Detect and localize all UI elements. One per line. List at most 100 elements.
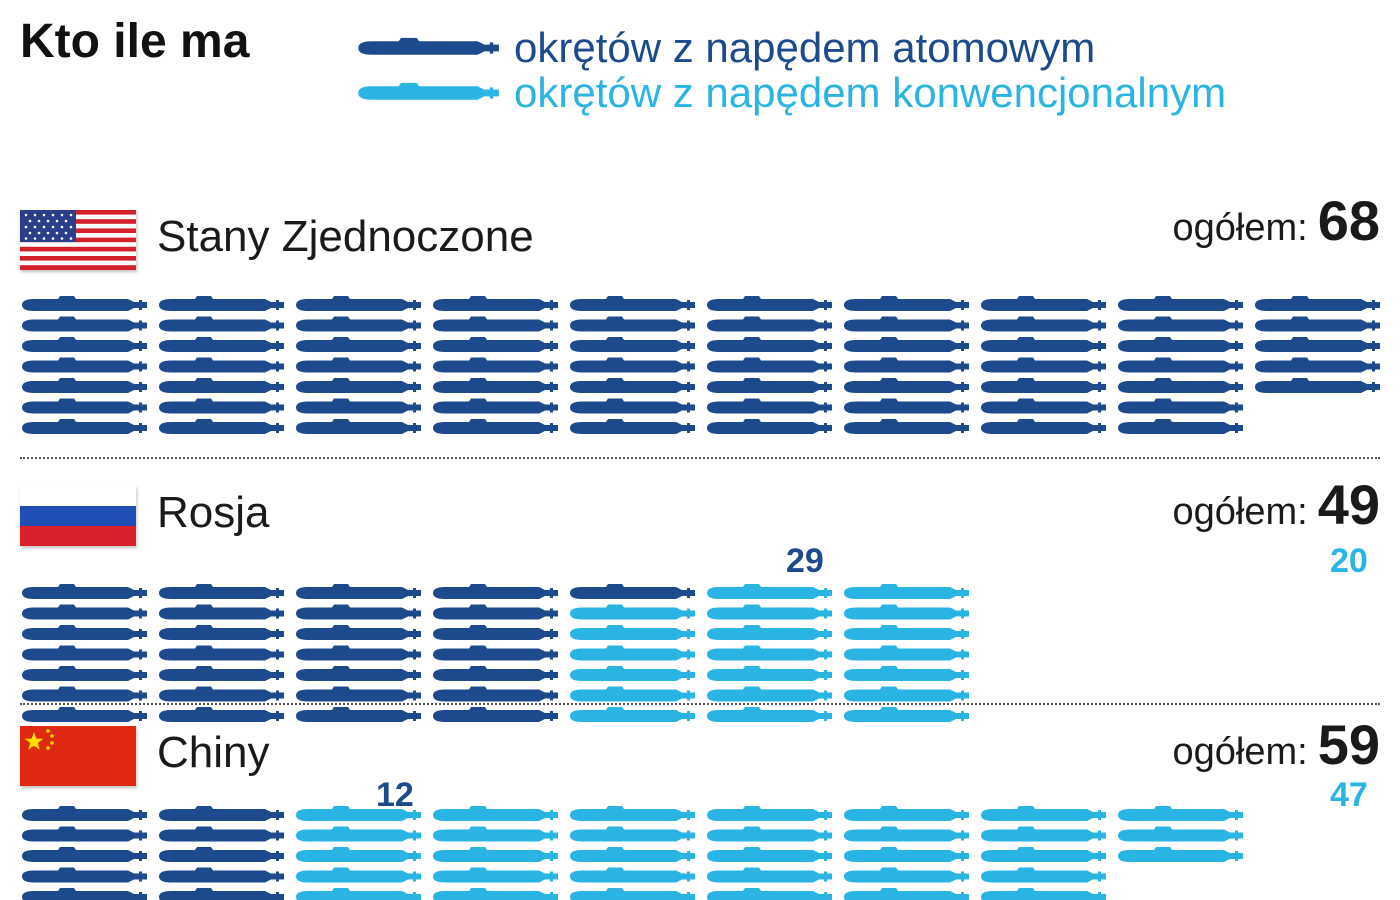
nuclear-submarine-usa: [981, 357, 1106, 373]
nuclear-submarine-usa: [844, 357, 969, 373]
nuclear-submarine-russia: [159, 707, 284, 722]
nuclear-submarine-usa: [22, 419, 147, 434]
conventional-submarine-china: [1118, 847, 1243, 862]
nuclear-submarine-usa: [159, 337, 284, 352]
nuclear-submarine-russia: [22, 584, 147, 599]
usa-flag: [20, 210, 136, 270]
country-name-usa: Stany Zjednoczone: [157, 212, 534, 261]
nuclear-submarine-russia: [22, 645, 147, 661]
nuclear-submarine-usa: [570, 316, 695, 332]
nuclear-submarine-russia: [296, 604, 421, 620]
conventional-count-russia: 20: [1330, 542, 1368, 580]
nuclear-submarine-russia: [570, 584, 695, 599]
nuclear-submarine-usa: [296, 398, 421, 414]
conventional-count-china: 47: [1330, 776, 1368, 814]
nuclear-submarine-usa: [981, 296, 1106, 311]
conventional-submarine-russia: [570, 645, 695, 661]
nuclear-submarine-china: [22, 806, 147, 821]
nuclear-submarine-russia: [433, 604, 558, 620]
nuclear-submarine-usa: [844, 419, 969, 434]
china-flag: [20, 726, 136, 786]
nuclear-submarine-russia: [296, 686, 421, 702]
nuclear-submarine-usa: [159, 316, 284, 332]
conventional-submarine-china: [981, 826, 1106, 842]
conventional-submarine-russia: [707, 686, 832, 702]
nuclear-submarine-usa: [707, 316, 832, 332]
nuclear-submarine-usa: [844, 398, 969, 414]
nuclear-submarine-usa: [296, 419, 421, 434]
nuclear-submarine-usa: [707, 357, 832, 373]
conventional-submarine-russia: [707, 707, 832, 722]
conventional-submarine-russia: [844, 625, 969, 640]
nuclear-submarine-usa: [1118, 357, 1243, 373]
nuclear-submarine-usa: [1118, 419, 1243, 434]
conventional-submarine-china: [433, 826, 558, 842]
nuclear-submarine-usa: [707, 378, 832, 393]
nuclear-submarine-russia: [296, 666, 421, 681]
nuclear-submarine-russia: [433, 645, 558, 661]
conventional-submarine-china: [844, 847, 969, 862]
conventional-submarine-china: [296, 888, 421, 900]
nuclear-submarine-usa: [981, 398, 1106, 414]
nuclear-submarine-usa: [570, 419, 695, 434]
nuclear-submarine-usa: [981, 419, 1106, 434]
nuclear-submarine-russia: [159, 625, 284, 640]
nuclear-submarine-usa: [22, 296, 147, 311]
nuclear-submarine-russia: [22, 686, 147, 702]
nuclear-submarine-usa: [296, 357, 421, 373]
total-label: ogółem:: [1172, 491, 1308, 533]
nuclear-submarine-usa: [570, 398, 695, 414]
conventional-submarine-china: [707, 847, 832, 862]
nuclear-submarine-usa: [159, 398, 284, 414]
nuclear-submarine-russia: [159, 584, 284, 599]
nuclear-submarine-usa: [844, 316, 969, 332]
conventional-submarine-china: [1118, 826, 1243, 842]
conventional-submarine-china: [981, 888, 1106, 900]
nuclear-submarine-usa: [1255, 296, 1380, 311]
nuclear-submarine-usa: [707, 398, 832, 414]
nuclear-submarine-usa: [433, 378, 558, 393]
nuclear-submarine-russia: [433, 707, 558, 722]
total-value-china: 59: [1317, 713, 1380, 776]
nuclear-submarine-usa: [1255, 378, 1380, 393]
nuclear-submarine-usa: [433, 296, 558, 311]
nuclear-submarine-usa: [296, 296, 421, 311]
nuclear-submarine-usa: [433, 398, 558, 414]
total-russia: ogółem: 49: [1173, 472, 1381, 537]
nuclear-submarine-usa: [570, 337, 695, 352]
nuclear-submarine-usa: [433, 337, 558, 352]
nuclear-submarine-russia: [159, 666, 284, 681]
nuclear-submarine-usa: [22, 357, 147, 373]
conventional-submarine-china: [707, 806, 832, 821]
conventional-submarine-russia: [707, 666, 832, 681]
nuclear-submarine-usa: [1118, 378, 1243, 393]
nuclear-submarine-usa: [159, 378, 284, 393]
total-label: ogółem:: [1172, 731, 1308, 773]
nuclear-submarine-china: [22, 847, 147, 862]
nuclear-submarine-usa: [159, 419, 284, 434]
conventional-submarine-russia: [570, 686, 695, 702]
total-usa: ogółem: 68: [1173, 188, 1381, 253]
nuclear-submarine-russia: [22, 707, 147, 722]
nuclear-submarine-usa: [844, 296, 969, 311]
conventional-submarine-russia: [570, 666, 695, 681]
conventional-submarine-china: [296, 867, 421, 883]
country-name-china: Chiny: [157, 728, 270, 777]
nuclear-submarine-usa: [22, 378, 147, 393]
country-name-russia: Rosja: [157, 488, 270, 537]
conventional-submarine-china: [296, 826, 421, 842]
conventional-submarine-china: [707, 867, 832, 883]
nuclear-submarine-russia: [22, 625, 147, 640]
nuclear-submarine-usa: [707, 337, 832, 352]
conventional-submarine-china: [570, 806, 695, 821]
nuclear-submarine-russia: [22, 604, 147, 620]
nuclear-submarine-russia: [159, 686, 284, 702]
conventional-submarine-russia: [844, 584, 969, 599]
chart-title: Kto ile ma: [20, 15, 250, 68]
legend-label-nuclear: okrętów z napędem atomowym: [514, 24, 1096, 71]
conventional-submarine-china: [570, 888, 695, 900]
legend-label-conventional: okrętów z napędem konwencjonalnym: [514, 69, 1227, 116]
conventional-submarine-china: [570, 867, 695, 883]
total-value-usa: 68: [1317, 189, 1380, 252]
nuclear-submarine-russia: [296, 707, 421, 722]
